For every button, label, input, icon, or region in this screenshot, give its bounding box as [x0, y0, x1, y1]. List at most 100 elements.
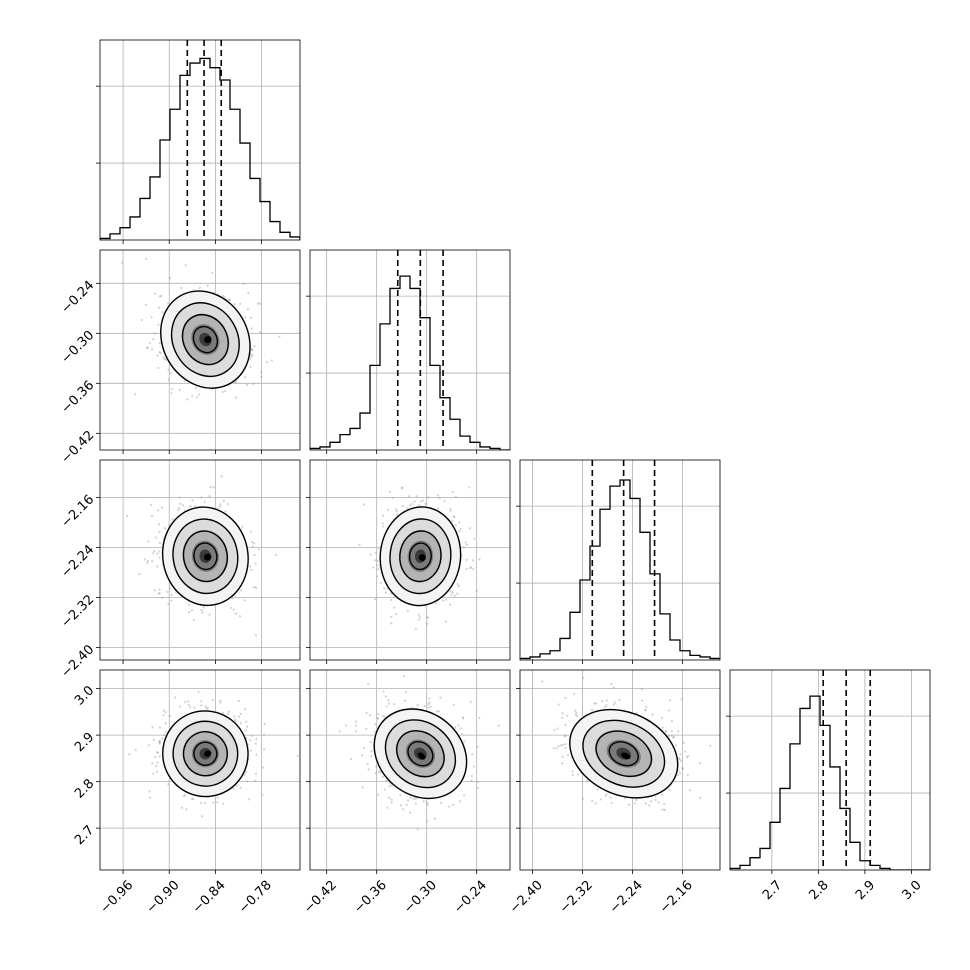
scatter-point — [158, 530, 161, 533]
scatter-point — [157, 509, 160, 512]
scatter-point — [246, 780, 249, 783]
x-tick-label: 2.7 — [760, 878, 785, 903]
contour-line-1 — [181, 314, 229, 366]
scatter-point — [564, 746, 567, 750]
scatter-point — [190, 797, 194, 800]
scatter-point — [145, 346, 148, 349]
scatter-point — [557, 703, 560, 706]
scatter-point — [684, 750, 687, 753]
y-tick-label: −0.42 — [59, 428, 98, 467]
scatter-point — [249, 565, 252, 568]
scatter-point — [259, 331, 262, 334]
scatter-point — [429, 705, 432, 708]
scatter-point — [256, 302, 260, 305]
contour-line-1 — [182, 530, 229, 583]
scatter-point — [239, 712, 242, 715]
scatter-point — [150, 503, 153, 506]
scatter-point — [552, 747, 555, 750]
scatter-point — [200, 704, 203, 707]
scatter-point — [680, 698, 683, 701]
scatter-point — [227, 710, 230, 713]
scatter-point — [373, 559, 376, 562]
panel-frame — [309, 249, 511, 451]
contour-line-3 — [162, 710, 249, 798]
scatter-point — [144, 257, 148, 260]
scatter-point — [686, 773, 689, 776]
scatter-point — [212, 486, 215, 489]
scatter-point — [687, 755, 690, 758]
scatter-point — [644, 708, 647, 712]
scatter-point — [648, 804, 651, 807]
scatter-point — [468, 527, 472, 530]
scatter-point — [170, 391, 173, 395]
scatter-point — [440, 801, 443, 804]
scatter-point — [407, 799, 410, 802]
scatter-point — [678, 758, 681, 761]
scatter-point — [263, 733, 266, 736]
scatter-point — [134, 393, 137, 396]
scatter-point — [437, 507, 440, 510]
scatter-point — [216, 801, 219, 804]
scatter-point — [156, 761, 159, 764]
scatter-point — [144, 303, 147, 306]
scatter-point — [471, 559, 474, 562]
scatter-point — [419, 500, 422, 503]
scatter-point — [670, 734, 673, 737]
scatter-point — [154, 292, 157, 295]
scatter-point — [390, 598, 393, 602]
scatter-panel-0-1 — [100, 250, 300, 450]
x-tick-label: −0.36 — [351, 878, 390, 917]
x-tick-label: 3.0 — [899, 878, 924, 903]
scatter-point — [438, 496, 441, 500]
scatter-point — [418, 504, 421, 507]
scatter-point — [233, 715, 236, 718]
scatter-point — [189, 504, 192, 508]
scatter-point — [469, 566, 473, 569]
scatter-point — [157, 523, 161, 526]
scatter-point — [184, 794, 187, 797]
scatter-point — [664, 729, 668, 733]
scatter-point — [179, 502, 182, 505]
scatter-point — [238, 615, 242, 618]
contour-line-3 — [373, 708, 468, 800]
scatter-point — [387, 796, 391, 799]
scatter-point — [390, 615, 393, 618]
scatter-point — [387, 699, 390, 702]
scatter-point — [414, 802, 417, 805]
scatter-point — [412, 797, 415, 800]
scatter-point — [367, 768, 370, 771]
scatter-point — [193, 706, 196, 709]
scatter-point — [672, 736, 675, 739]
scatter-point — [596, 788, 599, 791]
scatter-point — [164, 722, 168, 725]
scatter-point — [187, 703, 190, 707]
scatter-point — [564, 743, 567, 746]
scatter-point — [167, 368, 170, 371]
scatter-point — [449, 507, 452, 511]
scatter-point — [156, 770, 159, 773]
scatter-point — [224, 510, 227, 513]
scatter-point — [444, 620, 447, 623]
scatter-point — [593, 702, 596, 705]
scatter-point — [171, 518, 174, 521]
scatter-point — [437, 710, 440, 713]
scatter-point — [187, 611, 191, 614]
scatter-point — [458, 521, 461, 524]
scatter-point — [361, 786, 364, 789]
scatter-point — [449, 509, 452, 512]
scatter-point — [185, 808, 188, 811]
scatter-point — [677, 730, 680, 733]
scatter-point — [463, 740, 466, 743]
scatter-point — [447, 805, 450, 808]
contour-line-2 — [172, 720, 239, 787]
scatter-point — [388, 702, 391, 705]
scatter-point — [152, 552, 155, 555]
scatter-point — [478, 716, 481, 720]
scatter-point — [382, 525, 385, 528]
scatter-point — [627, 803, 630, 806]
scatter-point — [442, 599, 445, 602]
scatter-point — [178, 496, 181, 499]
scatter-point — [191, 394, 194, 398]
scatter-point — [158, 556, 161, 559]
scatter-point — [377, 567, 380, 571]
